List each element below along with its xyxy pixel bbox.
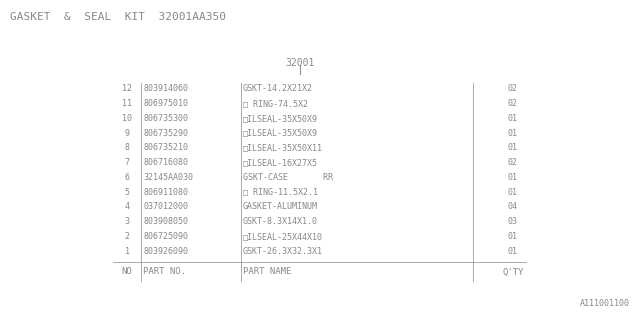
Text: □ RING-11.5X2.1: □ RING-11.5X2.1 [243, 188, 318, 197]
Text: PART NAME: PART NAME [243, 268, 291, 276]
Text: □ILSEAL-35X50X9: □ILSEAL-35X50X9 [243, 129, 318, 138]
Text: 5: 5 [125, 188, 129, 197]
Text: 4: 4 [125, 203, 129, 212]
Text: 04: 04 [508, 203, 518, 212]
Text: 01: 01 [508, 232, 518, 241]
Text: 806735210: 806735210 [143, 143, 188, 152]
Text: 8: 8 [125, 143, 129, 152]
Text: □ILSEAL-16X27X5: □ILSEAL-16X27X5 [243, 158, 318, 167]
Text: GSKT-26.3X32.3X1: GSKT-26.3X32.3X1 [243, 247, 323, 256]
Text: 12: 12 [122, 84, 132, 93]
Text: GASKET-ALUMINUM: GASKET-ALUMINUM [243, 203, 318, 212]
Text: □ILSEAL-35X50X11: □ILSEAL-35X50X11 [243, 143, 323, 152]
Text: 7: 7 [125, 158, 129, 167]
Text: PART NO.: PART NO. [143, 268, 186, 276]
Text: 803926090: 803926090 [143, 247, 188, 256]
Text: GASKET  &  SEAL  KIT  32001AA350: GASKET & SEAL KIT 32001AA350 [10, 12, 226, 22]
Text: 11: 11 [122, 99, 132, 108]
Text: GSKT-CASE       RR: GSKT-CASE RR [243, 173, 333, 182]
Text: 803908050: 803908050 [143, 217, 188, 226]
Text: 02: 02 [508, 158, 518, 167]
Text: GSKT-8.3X14X1.0: GSKT-8.3X14X1.0 [243, 217, 318, 226]
Text: □ILSEAL-35X50X9: □ILSEAL-35X50X9 [243, 114, 318, 123]
Text: 10: 10 [122, 114, 132, 123]
Text: 01: 01 [508, 247, 518, 256]
Text: 803914060: 803914060 [143, 84, 188, 93]
Text: 806975010: 806975010 [143, 99, 188, 108]
Text: 01: 01 [508, 143, 518, 152]
Text: 02: 02 [508, 99, 518, 108]
Text: 806911080: 806911080 [143, 188, 188, 197]
Text: Q'TY: Q'TY [502, 268, 524, 276]
Text: 03: 03 [508, 217, 518, 226]
Text: A111001100: A111001100 [580, 299, 630, 308]
Text: 806735290: 806735290 [143, 129, 188, 138]
Text: 01: 01 [508, 188, 518, 197]
Text: □ RING-74.5X2: □ RING-74.5X2 [243, 99, 308, 108]
Text: □ILSEAL-25X44X10: □ILSEAL-25X44X10 [243, 232, 323, 241]
Text: 806735300: 806735300 [143, 114, 188, 123]
Text: 01: 01 [508, 114, 518, 123]
Text: 32145AA030: 32145AA030 [143, 173, 193, 182]
Text: 9: 9 [125, 129, 129, 138]
Text: 32001: 32001 [285, 58, 315, 68]
Text: 806716080: 806716080 [143, 158, 188, 167]
Text: 806725090: 806725090 [143, 232, 188, 241]
Text: NO: NO [122, 268, 132, 276]
Text: 02: 02 [508, 84, 518, 93]
Text: 01: 01 [508, 129, 518, 138]
Text: GSKT-14.2X21X2: GSKT-14.2X21X2 [243, 84, 313, 93]
Text: 037012000: 037012000 [143, 203, 188, 212]
Text: 01: 01 [508, 173, 518, 182]
Text: 6: 6 [125, 173, 129, 182]
Text: 2: 2 [125, 232, 129, 241]
Text: 3: 3 [125, 217, 129, 226]
Text: 1: 1 [125, 247, 129, 256]
